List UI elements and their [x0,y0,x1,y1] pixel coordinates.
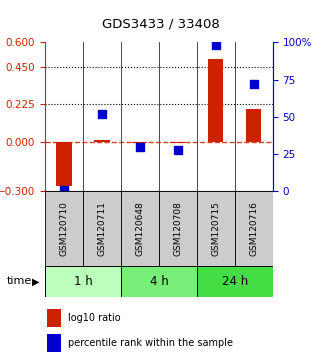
Bar [94,140,109,142]
Point [175,147,180,152]
Text: 1 h: 1 h [74,275,92,288]
Bar [121,191,159,266]
Text: GSM120716: GSM120716 [249,201,258,256]
Text: time: time [6,276,32,286]
Bar [132,142,148,143]
Bar [197,266,273,297]
Point [61,187,66,193]
Text: GSM120710: GSM120710 [59,201,68,256]
Text: GSM120648: GSM120648 [135,201,144,256]
Text: percentile rank within the sample: percentile rank within the sample [68,338,233,348]
Bar [45,266,121,297]
Bar [159,191,197,266]
Text: GSM120711: GSM120711 [97,201,107,256]
Bar [197,191,235,266]
Point [251,81,256,87]
Text: ▶: ▶ [32,276,39,286]
Text: GSM120715: GSM120715 [211,201,221,256]
Bar [170,142,186,143]
Text: 4 h: 4 h [150,275,168,288]
Bar [235,191,273,266]
Text: 24 h: 24 h [222,275,248,288]
Text: log10 ratio: log10 ratio [68,313,120,323]
Bar [83,191,121,266]
Bar [47,334,61,352]
Text: GSM120708: GSM120708 [173,201,182,256]
Bar [47,309,61,327]
Bar [246,109,261,142]
Bar [208,59,223,142]
Point [137,144,143,149]
Text: GDS3433 / 33408: GDS3433 / 33408 [102,18,219,31]
Point [99,111,104,117]
Bar [56,142,72,186]
Bar [121,266,197,297]
Point [213,42,218,48]
Bar [45,191,83,266]
